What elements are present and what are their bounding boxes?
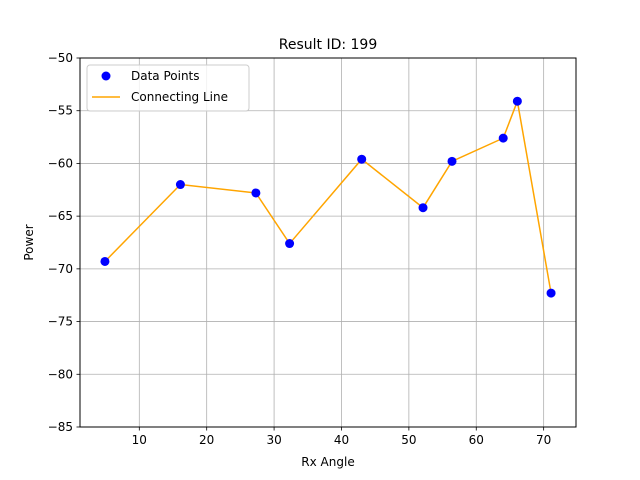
data-point bbox=[418, 203, 428, 213]
data-points-series bbox=[100, 96, 556, 298]
data-point bbox=[100, 256, 110, 266]
data-point bbox=[251, 188, 261, 198]
data-point bbox=[285, 239, 295, 249]
connecting-line bbox=[104, 98, 552, 294]
y-tick-label: −80 bbox=[48, 367, 73, 381]
legend: Data Points Connecting Line bbox=[86, 64, 250, 112]
data-point bbox=[175, 180, 185, 190]
x-axis-ticks: 10 20 30 40 50 60 70 bbox=[132, 427, 551, 447]
y-tick-label: −50 bbox=[48, 51, 73, 65]
x-axis-label: Rx Angle bbox=[301, 455, 354, 469]
data-point bbox=[447, 156, 457, 166]
y-tick-label: −55 bbox=[48, 104, 73, 118]
y-tick-label: −70 bbox=[48, 262, 73, 276]
grid bbox=[80, 57, 576, 428]
data-point bbox=[546, 288, 556, 298]
y-axis-label: Power bbox=[22, 224, 36, 260]
connecting-line-series bbox=[104, 98, 552, 294]
legend-label-connecting-line: Connecting Line bbox=[131, 90, 228, 104]
x-tick-label: 50 bbox=[401, 433, 416, 447]
data-point bbox=[498, 133, 508, 143]
x-tick-label: 40 bbox=[334, 433, 349, 447]
legend-box bbox=[86, 64, 250, 112]
data-point bbox=[357, 154, 367, 164]
legend-marker-data-points bbox=[101, 71, 111, 81]
x-tick-label: 70 bbox=[536, 433, 551, 447]
y-tick-label: −85 bbox=[48, 420, 73, 434]
y-axis-ticks: −85 −80 −75 −70 −65 −60 −55 −50 bbox=[48, 51, 80, 434]
y-tick-label: −65 bbox=[48, 209, 73, 223]
x-tick-label: 10 bbox=[132, 433, 147, 447]
legend-label-data-points: Data Points bbox=[131, 69, 200, 83]
y-tick-label: −60 bbox=[48, 156, 73, 170]
chart-title: Result ID: 199 bbox=[279, 37, 378, 53]
x-tick-label: 60 bbox=[469, 433, 484, 447]
y-tick-label: −75 bbox=[48, 315, 73, 329]
data-point bbox=[512, 96, 522, 106]
plot-frame bbox=[79, 57, 577, 428]
x-tick-label: 20 bbox=[199, 433, 214, 447]
x-tick-label: 30 bbox=[266, 433, 281, 447]
